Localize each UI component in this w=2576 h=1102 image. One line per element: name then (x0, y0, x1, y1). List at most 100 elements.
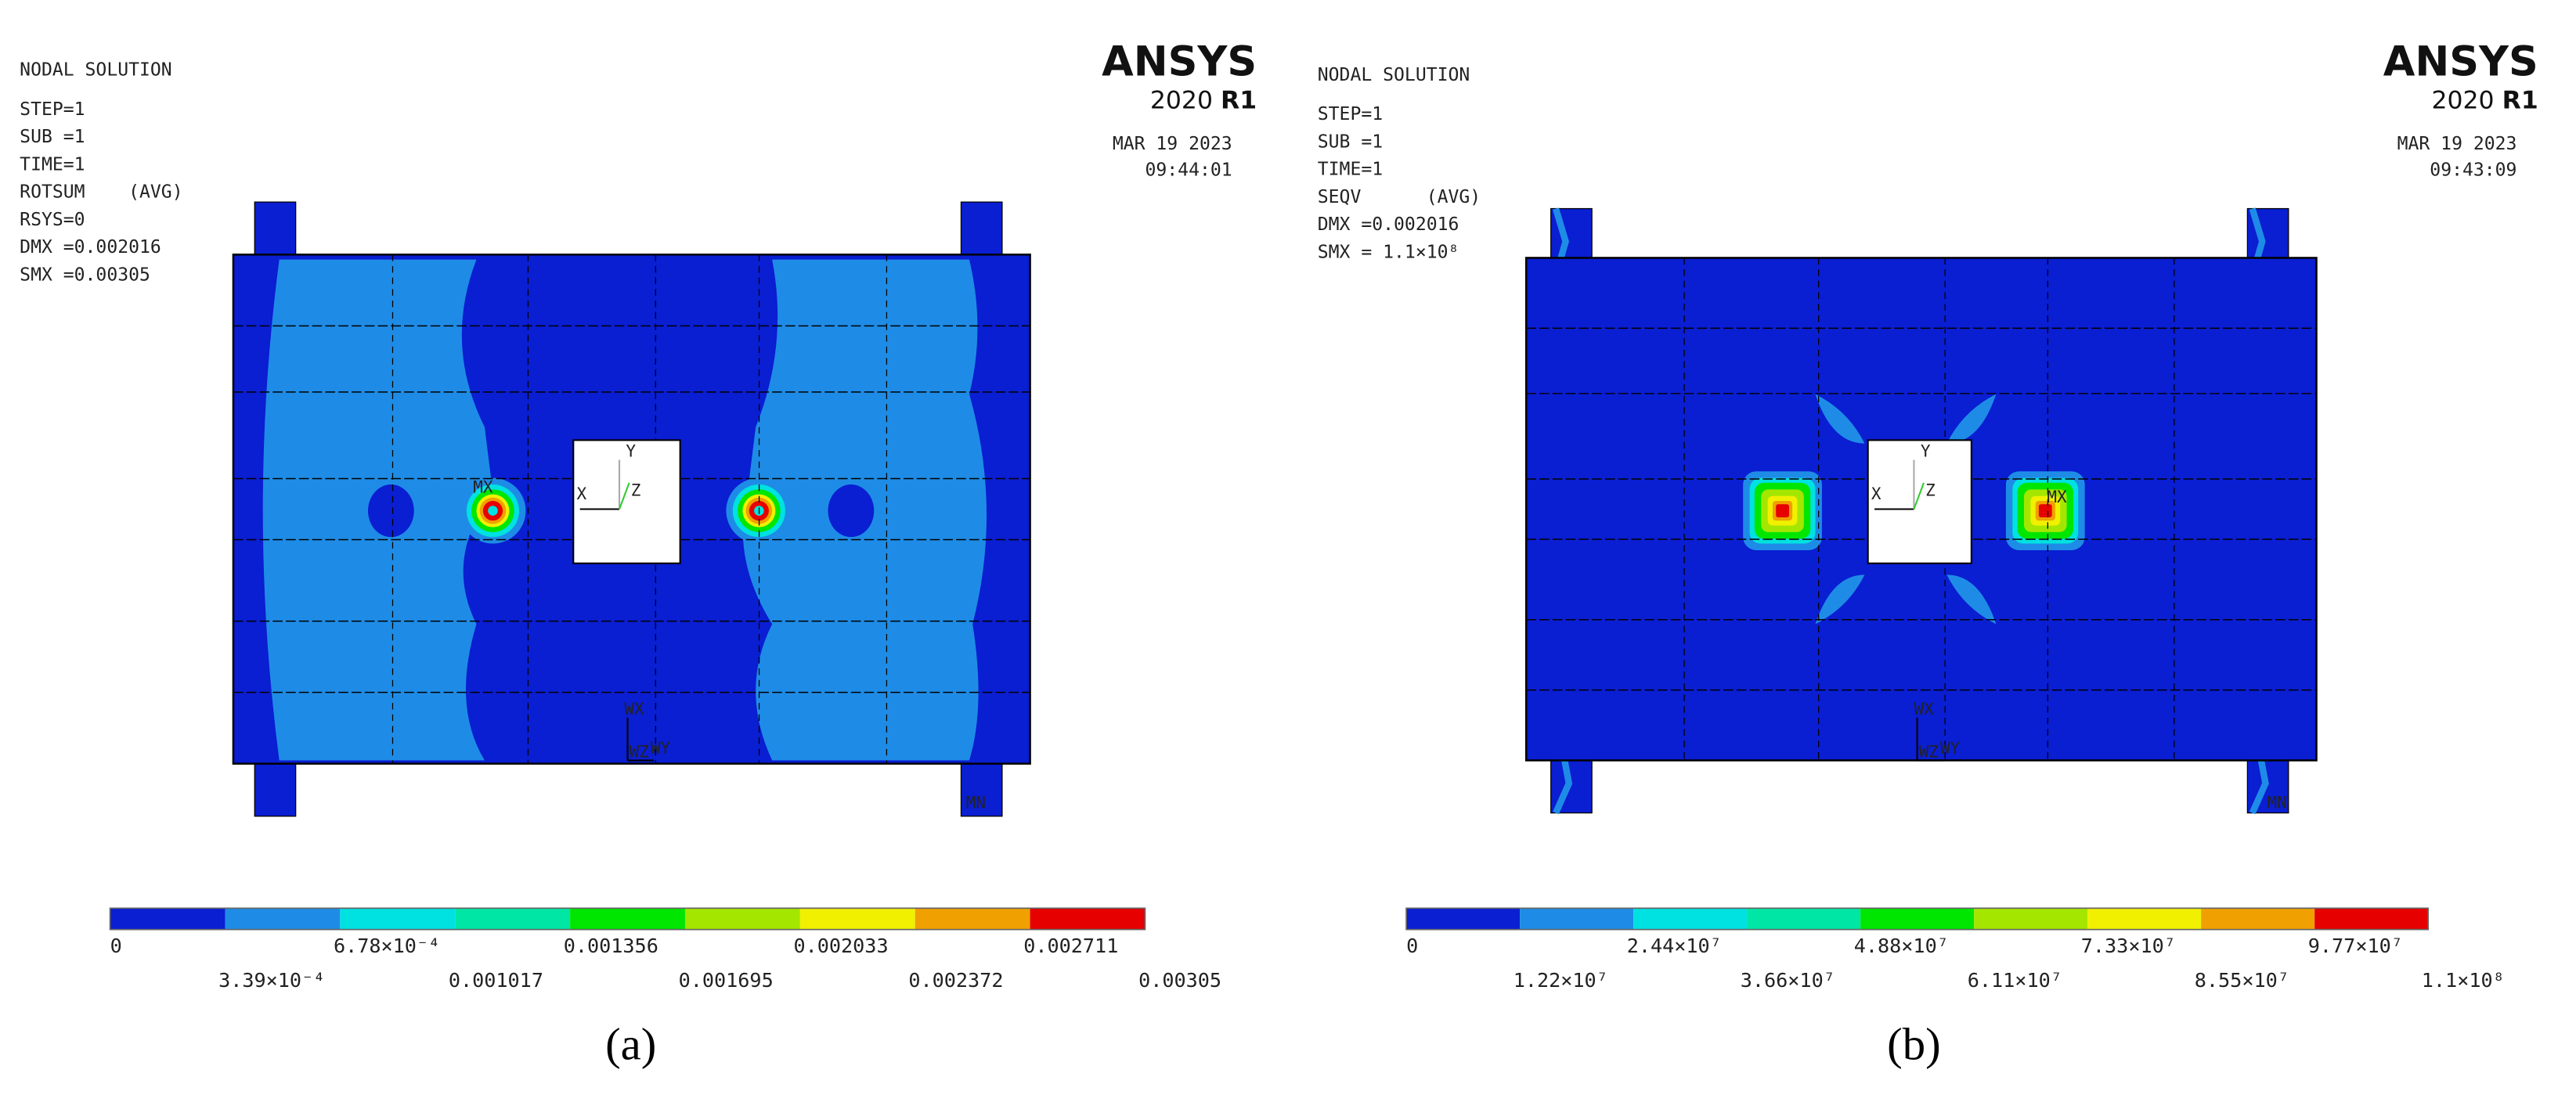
legend-swatch (1974, 908, 2088, 930)
legend-swatch (340, 908, 456, 930)
legend-label: 0.001017 (449, 969, 543, 992)
contour-blob (828, 484, 875, 538)
info-line: SUB =1 (20, 127, 85, 147)
legend-swatch (1860, 908, 1975, 930)
legend-swatch (799, 908, 915, 930)
panel-caption: (b) (1887, 1018, 1941, 1069)
legend-swatch (110, 908, 225, 930)
info-line: SMX =0.00305 (20, 265, 150, 285)
triad-label: X (1871, 484, 1881, 503)
version-number: 2020 (2431, 87, 2494, 115)
legend-label: 0.00305 (1138, 969, 1221, 992)
triad-label: Y (1921, 441, 1931, 460)
legend-swatch (915, 908, 1030, 930)
opening (1867, 439, 1972, 564)
legend-label: 0.002372 (908, 969, 1003, 992)
legend-label: 6.78×10⁻⁴ (334, 935, 440, 957)
legend-swatch (2314, 908, 2429, 930)
panel-caption: (a) (605, 1018, 656, 1069)
work-triad-label: WX (1914, 700, 1934, 718)
release: R1 (2502, 87, 2538, 115)
work-triad-label: WZ (1919, 742, 1939, 761)
legend-label: 0.002033 (793, 935, 888, 957)
triad-label: Y (626, 441, 636, 460)
version: 2020 R1 (1150, 87, 1257, 115)
time: 09:44:01 (1145, 160, 1232, 181)
logo: ANSYS (2383, 38, 2538, 86)
legend-frame (1405, 907, 2429, 931)
stress-wisp (2249, 207, 2269, 815)
legend-swatch (1520, 908, 1634, 930)
hotspot-ring (1776, 504, 1789, 517)
legend-label: 6.11×10⁷ (1968, 969, 2062, 992)
legend-label: 0 (1406, 935, 1418, 957)
legend-label: 8.55×10⁷ (2195, 969, 2289, 992)
legend-swatch (1030, 908, 1145, 930)
work-triad-label: WZ (630, 742, 649, 761)
triad-label: Z (631, 481, 641, 500)
legend-label: 4.88×10⁷ (1854, 935, 1949, 957)
triad-axis (619, 482, 630, 510)
info-line: DMX =0.002016 (1318, 214, 1459, 235)
info-line: DMX =0.002016 (20, 237, 161, 257)
legend-label: 0.002711 (1023, 935, 1118, 957)
work-triad-label: WY (651, 739, 671, 758)
legend-label: 1.1×10⁸ (2422, 969, 2505, 992)
info-line: SUB =1 (1318, 131, 1383, 152)
info-line: STEP=1 (20, 99, 85, 120)
stress-wisp (1946, 394, 1997, 444)
legend-frame (109, 907, 1146, 931)
info-line: TIME=1 (1318, 160, 1383, 180)
date: MAR 19 2023 (1113, 134, 1232, 154)
triad-label: Z (1925, 481, 1936, 500)
legend-swatch (225, 908, 341, 930)
info-line: TIME=1 (20, 154, 85, 175)
version-number: 2020 (1150, 87, 1213, 115)
panel: NODAL SOLUTION STEP=1 SUB =1 TIME=1 SEQV (AV… (1318, 38, 2538, 1070)
info-line: NODAL SOLUTION (20, 60, 172, 81)
release: R1 (1221, 87, 1257, 115)
legend-label: 1.22×10⁷ (1513, 969, 1608, 992)
legend-swatch (1406, 908, 1521, 930)
date: MAR 19 2023 (2397, 134, 2517, 154)
legend-label: 3.39×10⁻⁴ (218, 969, 325, 992)
max-label: MX (2047, 488, 2067, 506)
stress-wisp (1946, 574, 1997, 625)
legend-label: 0.001356 (564, 935, 658, 957)
max-label: MX (473, 478, 493, 497)
info-line: NODAL SOLUTION (1318, 65, 1470, 85)
stress-wisp (1815, 394, 1865, 444)
contour-blob (368, 484, 414, 538)
legend-swatch (2087, 908, 2202, 930)
min-label: MN (2268, 793, 2287, 812)
opening (572, 439, 681, 564)
info-line: SEQV (AVG) (1318, 187, 1481, 207)
legend-label: 3.66×10⁷ (1741, 969, 1835, 992)
legend-label: 0 (110, 935, 122, 957)
legend-swatch (455, 908, 571, 930)
legend-label: 9.77×10⁷ (2308, 935, 2403, 957)
logo: ANSYS (1102, 38, 1257, 86)
legend-label: 7.33×10⁷ (2081, 935, 2176, 957)
work-triad-label: WY (1940, 739, 1961, 758)
hotspot-ring (488, 506, 498, 516)
legend-swatch (570, 908, 685, 930)
legend-swatch (2201, 908, 2315, 930)
triad-label: X (576, 484, 586, 503)
info-line: SMX = 1.1×10⁸ (1318, 242, 1459, 262)
info-line: RSYS=0 (20, 210, 85, 230)
legend-label: 0.001695 (679, 969, 774, 992)
legend-label: 2.44×10⁷ (1627, 935, 1722, 957)
hotspot-ring (2038, 504, 2052, 517)
work-triad-label: WX (624, 700, 644, 718)
info-line: ROTSUM (AVG) (20, 182, 182, 203)
legend-swatch (1633, 908, 1748, 930)
time: 09:43:09 (2430, 160, 2516, 181)
info-line: STEP=1 (1318, 104, 1383, 124)
stress-wisp (1552, 207, 1573, 815)
triad-axis (1913, 482, 1925, 510)
legend-swatch (684, 908, 800, 930)
legend-swatch (1747, 908, 1861, 930)
